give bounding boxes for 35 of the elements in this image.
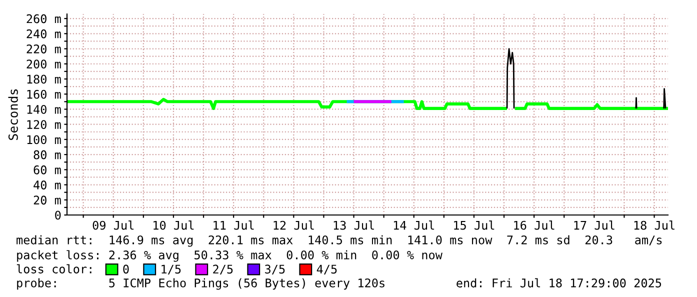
y-tick-label: 160 m [27,90,61,99]
x-tick-label: 18 Jul [634,220,674,230]
y-tick-label: 60 m [34,165,61,174]
x-tick-label: 10 Jul [154,220,194,230]
y-tick-label: 40 m [34,180,61,190]
legend-title: loss color: [16,264,92,274]
y-tick-label: 180 m [27,74,61,84]
y-tick-label: 80 m [34,150,61,160]
y-tick-label: 200 m [26,60,61,69]
legend-label: 0 [123,264,129,274]
legend-label: 3/5 [265,264,285,275]
x-tick-label: 12 Jul [274,220,314,230]
legend-label: 2/5 [213,264,233,275]
x-tick-label: 11 Jul [214,220,254,230]
legend-label: 1/5 [162,264,181,275]
y-tick-label: 240 m [26,29,61,38]
x-tick-label: 14 Jul [394,220,434,230]
text: probe: 5 ICMP Echo Pings (56 Bytes) every 120s [17,278,384,290]
x-tick-label: 17 Jul [574,220,614,230]
text: median rtt: 146.9 ms avg 220.1 ms max 140.5 ms min 141.0 ms now 7.2 ms sd 20.3 am/s [16,235,662,247]
x-tick-label: 13 Jul [334,220,374,230]
text: packet loss: 2.36 % avg 50.33 % max 0.00 % min 0.00 % now [17,250,442,262]
x-tick-label: 16 Jul [514,220,554,230]
x-tick-label: 09 Jul [92,220,134,230]
x-tick-label: 15 Jul [454,220,494,230]
y-tick-label: 0 [55,210,61,220]
y-tick-label: 260 m [26,14,61,24]
y-tick-label: 100 m [27,135,61,144]
legend-label: 4/5 [316,264,337,275]
y-tick-label: 20 m [34,196,61,205]
y-tick-label: 140 m [27,104,61,114]
y-tick-label: 120 m [27,120,61,130]
y-axis-title: Seconds [8,89,18,140]
text: end: Fri Jul 18 17:29:00 2025 [456,278,662,288]
y-tick-label: 220 m [26,44,61,54]
